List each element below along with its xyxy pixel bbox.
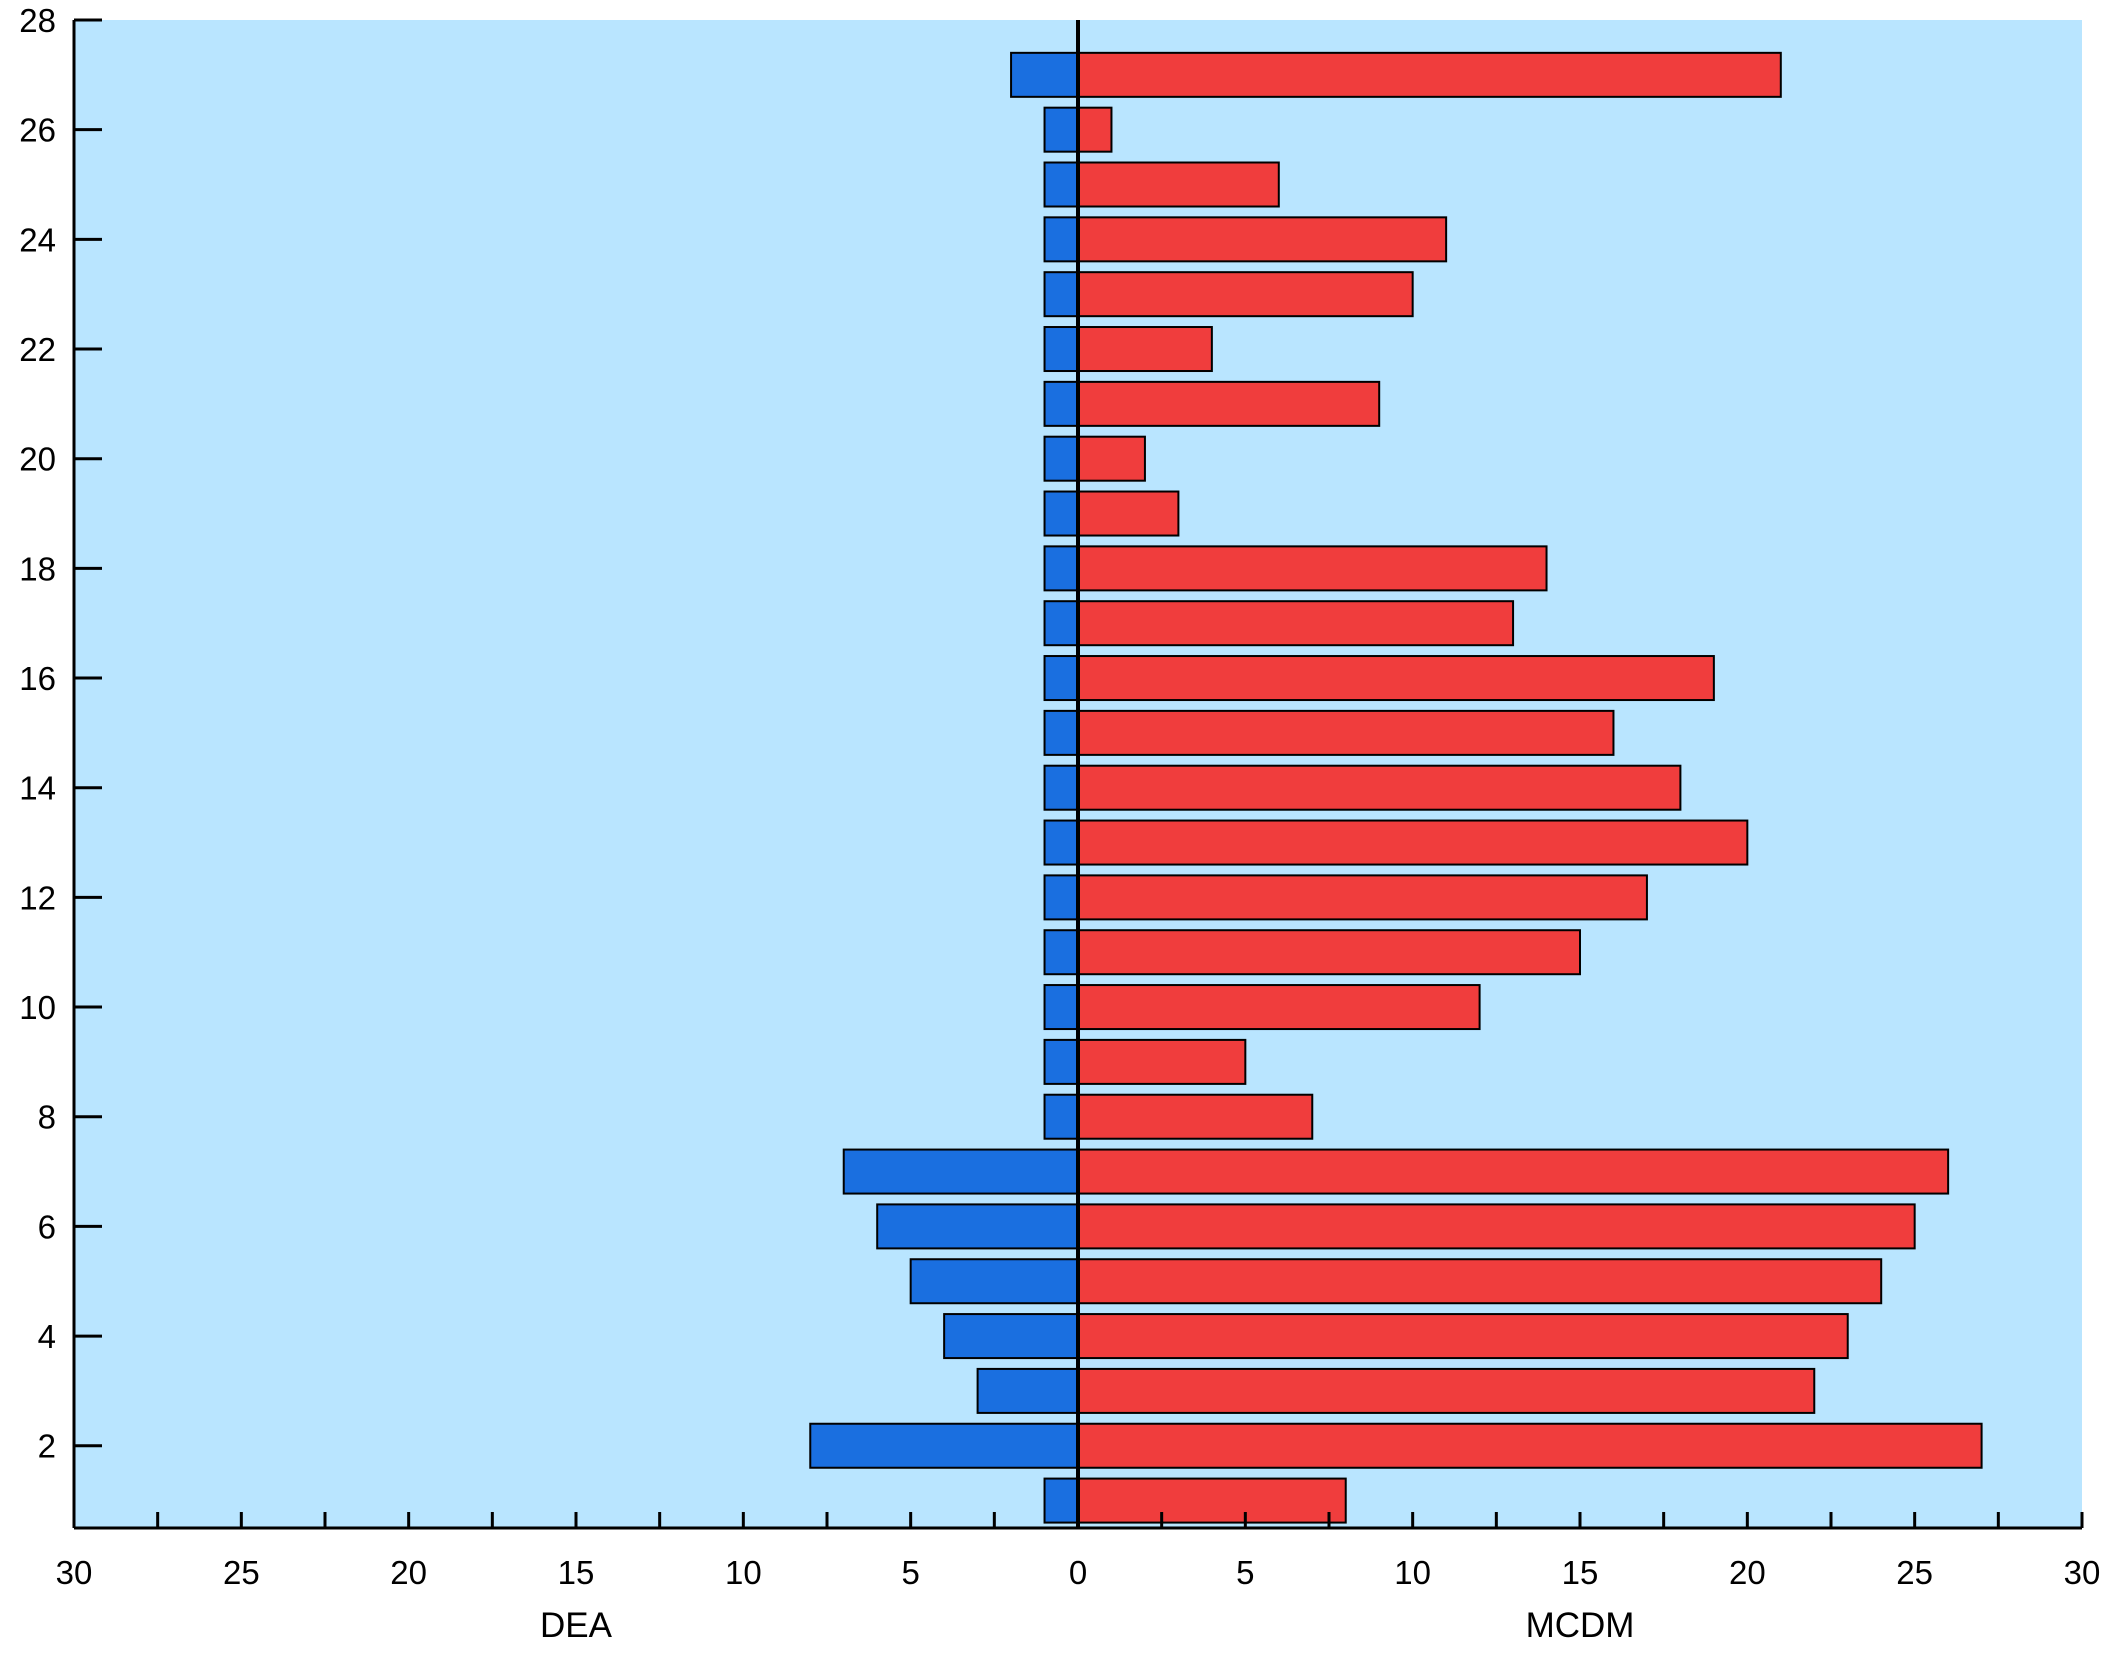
- bar-dea-14: [1043, 764, 1079, 811]
- y-tick-label-24: 24: [19, 221, 56, 258]
- bar-mcdm-17: [1077, 600, 1515, 647]
- bar-dea-16: [1043, 655, 1079, 702]
- bar-dea-27: [1010, 51, 1079, 98]
- bar-mcdm-26: [1077, 106, 1113, 153]
- bar-mcdm-6: [1077, 1203, 1916, 1250]
- bar-mcdm-23: [1077, 271, 1414, 318]
- bar-dea-20: [1043, 435, 1079, 482]
- bar-dea-24: [1043, 216, 1079, 263]
- bar-dea-13: [1043, 819, 1079, 866]
- y-tick-label-6: 6: [38, 1208, 56, 1245]
- bar-mcdm-11: [1077, 929, 1581, 976]
- bar-dea-3: [976, 1367, 1079, 1414]
- bar-mcdm-20: [1077, 435, 1146, 482]
- bar-mcdm-5: [1077, 1258, 1883, 1305]
- y-tick-label-4: 4: [38, 1318, 56, 1355]
- x-tick-label-2: 20: [390, 1554, 427, 1591]
- bar-dea-2: [809, 1422, 1079, 1469]
- x-axis-label-mcdm: MCDM: [1526, 1606, 1635, 1645]
- y-tick-label-14: 14: [19, 770, 56, 807]
- bars-layer: [809, 51, 1983, 1524]
- y-tick-label-22: 22: [19, 331, 56, 368]
- bar-dea-9: [1043, 1038, 1079, 1085]
- bar-mcdm-13: [1077, 819, 1749, 866]
- bar-mcdm-27: [1077, 51, 1782, 98]
- x-tick-label-6: 0: [1069, 1554, 1087, 1591]
- bar-mcdm-9: [1077, 1038, 1247, 1085]
- x-axis-label-dea: DEA: [540, 1606, 613, 1645]
- bar-dea-8: [1043, 1093, 1079, 1140]
- x-tick-label-9: 15: [1562, 1554, 1599, 1591]
- bar-mcdm-10: [1077, 984, 1481, 1031]
- y-tick-label-16: 16: [19, 660, 56, 697]
- bar-dea-7: [842, 1148, 1079, 1195]
- x-tick-label-4: 10: [725, 1554, 762, 1591]
- bar-dea-1: [1043, 1477, 1079, 1524]
- bar-mcdm-15: [1077, 709, 1615, 756]
- bar-mcdm-18: [1077, 545, 1548, 592]
- bar-dea-25: [1043, 161, 1079, 208]
- bar-mcdm-8: [1077, 1093, 1314, 1140]
- x-tick-label-10: 20: [1729, 1554, 1766, 1591]
- y-tick-label-26: 26: [19, 112, 56, 149]
- bar-mcdm-14: [1077, 764, 1682, 811]
- bar-mcdm-16: [1077, 655, 1715, 702]
- y-tick-label-28: 28: [19, 2, 56, 39]
- x-tick-label-3: 15: [558, 1554, 595, 1591]
- x-tick-label-8: 10: [1394, 1554, 1431, 1591]
- bar-mcdm-1: [1077, 1477, 1347, 1524]
- x-tick-label-5: 5: [901, 1554, 919, 1591]
- bar-mcdm-24: [1077, 216, 1448, 263]
- x-tick-label-7: 5: [1236, 1554, 1254, 1591]
- y-tick-label-20: 20: [19, 441, 56, 478]
- y-tick-label-10: 10: [19, 989, 56, 1026]
- bar-dea-26: [1043, 106, 1079, 153]
- y-tick-label-12: 12: [19, 879, 56, 916]
- bar-dea-5: [909, 1258, 1080, 1305]
- bar-dea-12: [1043, 874, 1079, 921]
- bar-mcdm-22: [1077, 326, 1213, 373]
- bar-mcdm-2: [1077, 1422, 1983, 1469]
- bar-dea-17: [1043, 600, 1079, 647]
- x-tick-label-12: 30: [2064, 1554, 2101, 1591]
- x-tick-label-1: 25: [223, 1554, 260, 1591]
- bar-dea-19: [1043, 490, 1079, 537]
- bar-dea-6: [876, 1203, 1080, 1250]
- bar-dea-10: [1043, 984, 1079, 1031]
- bar-mcdm-25: [1077, 161, 1280, 208]
- bar-mcdm-7: [1077, 1148, 1950, 1195]
- bar-dea-21: [1043, 380, 1079, 427]
- axes-layer: [72, 18, 2084, 1530]
- bar-mcdm-12: [1077, 874, 1648, 921]
- bar-mcdm-3: [1077, 1367, 1816, 1414]
- x-tick-label-11: 25: [1896, 1554, 1933, 1591]
- bar-dea-15: [1043, 709, 1079, 756]
- bar-mcdm-19: [1077, 490, 1180, 537]
- y-tick-label-8: 8: [38, 1099, 56, 1136]
- bar-dea-4: [943, 1313, 1080, 1360]
- bar-dea-22: [1043, 326, 1079, 373]
- bar-mcdm-21: [1077, 380, 1381, 427]
- bar-mcdm-4: [1077, 1313, 1849, 1360]
- bar-dea-11: [1043, 929, 1079, 976]
- x-tick-label-0: 30: [56, 1554, 93, 1591]
- y-tick-label-2: 2: [38, 1428, 56, 1465]
- y-tick-label-18: 18: [19, 550, 56, 587]
- bar-dea-23: [1043, 271, 1079, 318]
- bar-dea-18: [1043, 545, 1079, 592]
